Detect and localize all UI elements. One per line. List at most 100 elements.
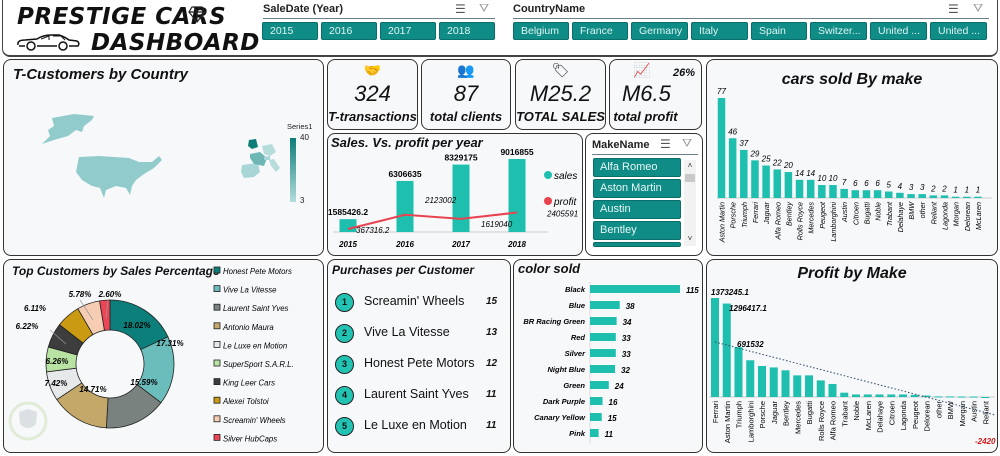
customers-by-country-map-panel: T-Customers by Country Series1 40 3	[3, 59, 324, 256]
rank-badge: 3	[335, 355, 354, 374]
legend-label: Le Luxe en Motion	[223, 341, 287, 350]
customers-map[interactable]	[4, 60, 325, 257]
profit-margin-badge: 26%	[672, 67, 695, 79]
kpi-label: total clients	[429, 109, 503, 124]
bar-trabant	[840, 392, 849, 397]
multi-select-icon[interactable]: ☰	[455, 2, 466, 16]
country-germany-button[interactable]: Germany	[631, 22, 688, 40]
bar-bmw	[946, 396, 954, 398]
purchases-per-customer-panel: Purchases per Customer 1 Screamin' Wheel…	[327, 259, 511, 453]
year-2015-button[interactable]: 2015	[262, 22, 318, 40]
top-customers-panel: Top Customers by Sales Percentage 18.02%…	[3, 259, 324, 453]
x-tick-label: Bentley	[784, 202, 793, 226]
dashboard-title-line2: DASHBOARD	[91, 30, 260, 56]
bar-ferrari	[751, 160, 759, 198]
country-united-kingdom-button[interactable]: United ...	[870, 22, 927, 40]
x-tick-label: Alfa Romeo	[829, 401, 838, 440]
multi-select-icon[interactable]: ☰	[948, 2, 959, 16]
bar-dark-purple	[590, 397, 603, 405]
year-2018-button[interactable]: 2018	[439, 22, 495, 40]
legend-profit-label: profit	[553, 197, 577, 208]
map-legend-scale	[290, 138, 296, 202]
legend-swatch	[213, 378, 221, 385]
make-austin-button[interactable]: Austin	[593, 200, 681, 219]
purchase-count: 15	[486, 296, 498, 307]
year-2016-button[interactable]: 2016	[321, 22, 377, 40]
x-tick-label: Noble	[874, 202, 883, 221]
x-tick-label: Alfa Romeo	[773, 202, 782, 241]
data-label: 3	[909, 183, 914, 192]
x-tick-label: Austin	[970, 401, 979, 422]
make-slicer-title: MakeName	[592, 139, 650, 151]
slice-data-label: 6.26%	[46, 357, 69, 366]
x-tick-label: other	[918, 201, 927, 218]
bar-porsche	[758, 366, 766, 397]
bar-bentley	[784, 172, 793, 198]
clear-filter-icon[interactable]: ⛛	[973, 1, 984, 15]
leader-line	[49, 329, 67, 345]
x-tick-label: Porsche	[758, 401, 767, 429]
leader-line	[105, 299, 109, 319]
country-switzerland-button[interactable]: Switzer...	[810, 22, 867, 40]
bar-other	[934, 396, 943, 398]
legend-swatch	[213, 359, 221, 367]
make-alfa-romeo-button[interactable]: Alfa Romeo	[593, 158, 681, 177]
x-tick-label: Lagonda	[899, 400, 908, 430]
bar-lagonda	[940, 195, 949, 198]
clear-filter-icon[interactable]: ⛛	[479, 1, 490, 15]
scrollbar-thumb[interactable]	[685, 174, 695, 182]
x-tick-label: 2016	[395, 240, 414, 249]
x-tick-label: Peugeot	[818, 201, 827, 229]
make-aston-martin-button[interactable]: Aston Martin	[593, 179, 681, 198]
country-italy-button[interactable]: Italy	[691, 22, 748, 40]
data-label: 24	[614, 382, 624, 391]
customer-name: Le Luxe en Motion	[364, 418, 467, 432]
kpi-card-profit: 📈 26% M6.5 total profit	[609, 59, 702, 130]
customer-name: Honest Pete Motors	[364, 356, 475, 370]
map-region-france	[250, 152, 267, 166]
make-bentley-button[interactable]: Bentley	[593, 221, 681, 240]
make-slicer: MakeName ☰ ⛛ Alfa Romeo Aston Martin Aus…	[585, 133, 703, 256]
country-spain-button[interactable]: Spain	[751, 22, 807, 40]
y-tick-label: Dark Purple	[543, 397, 585, 406]
customer-name: Laurent Saint Yves	[364, 387, 469, 401]
cars-sold-title: cars sold By make	[781, 71, 923, 88]
scroll-down-icon[interactable]: ˅	[687, 234, 693, 243]
x-tick-label: Bentley	[782, 401, 791, 426]
scroll-up-icon[interactable]: ˄	[687, 161, 693, 170]
bar-triumph	[740, 149, 748, 198]
sales-vs-profit-title: Sales. Vs. profit per year	[331, 135, 483, 150]
data-label: 22	[772, 158, 782, 167]
profit-data-label: 367316.2	[356, 226, 390, 235]
y-tick-label: Night Blue	[548, 365, 586, 374]
make-next-button[interactable]	[593, 242, 681, 247]
x-tick-label: 2017	[451, 240, 470, 249]
country-france-button[interactable]: France	[572, 22, 628, 40]
legend-swatch	[213, 285, 221, 293]
legend-swatch	[213, 396, 221, 404]
slice-data-label: 2.60%	[98, 290, 122, 299]
diamond-icon	[188, 6, 206, 23]
data-label: 46	[728, 127, 737, 136]
legend-swatch	[213, 303, 221, 311]
clear-filter-icon[interactable]: ⛛	[682, 136, 693, 150]
x-tick-label: Noble	[852, 401, 861, 421]
data-label: 33	[622, 334, 631, 343]
bar-silver	[590, 349, 616, 357]
bar-lagonda	[899, 394, 907, 397]
slice-data-label: 6.11%	[24, 304, 46, 313]
multi-select-icon[interactable]: ☰	[660, 137, 671, 151]
country-belgium-button[interactable]: Belgium	[513, 22, 569, 40]
sales-vs-profit-panel: Sales. Vs. profit per year 1585426.2 2015…	[327, 133, 583, 256]
x-tick-label: Bugatti	[862, 202, 871, 225]
sales-data-label: 6306635	[388, 169, 421, 179]
x-tick-label: Delorean	[923, 401, 932, 431]
slice-data-label: 18.02%	[123, 321, 150, 330]
make-slicer-scrollbar[interactable]: ˄ ˅	[684, 160, 696, 246]
year-2017-button[interactable]: 2017	[380, 22, 436, 40]
data-label: 38	[626, 302, 635, 311]
bar-mercedes	[806, 179, 815, 198]
country-united-states-button[interactable]: United ...	[930, 22, 987, 40]
data-label: 1	[965, 186, 969, 195]
